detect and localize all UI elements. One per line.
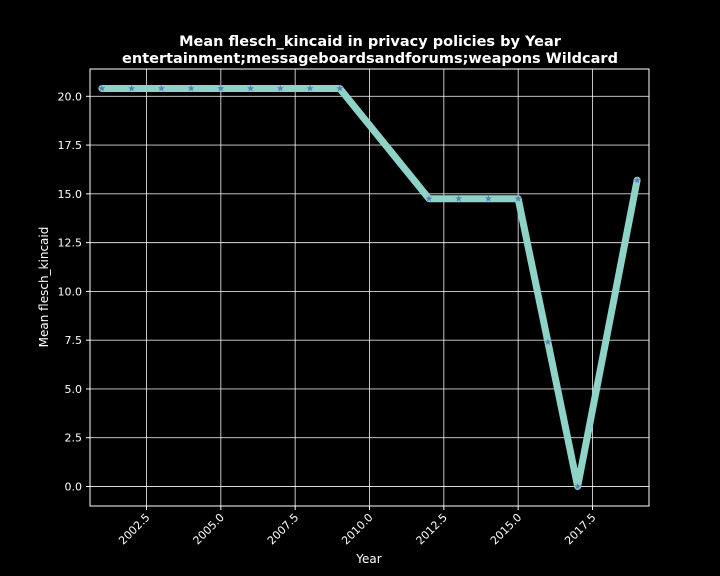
data-point-marker xyxy=(98,84,106,92)
data-point-marker xyxy=(128,84,136,92)
x-tick-label: 2005.0 xyxy=(191,511,227,547)
data-point-marker xyxy=(306,84,314,92)
x-tick-label: 2010.0 xyxy=(339,511,375,547)
data-point-marker xyxy=(217,84,225,92)
grid-lines xyxy=(90,69,649,506)
data-point-marker xyxy=(633,176,641,184)
series-line xyxy=(98,85,641,490)
data-point-marker xyxy=(514,195,522,202)
y-axis-label: Mean flesch_kincaid xyxy=(37,227,51,348)
y-tick-label: 2.5 xyxy=(65,432,83,445)
y-tick-label: 17.5 xyxy=(58,139,83,152)
data-series xyxy=(98,84,641,490)
y-tick-label: 12.5 xyxy=(58,237,83,250)
data-point-marker xyxy=(276,84,284,92)
chart-subtitle: entertainment;messageboardsandforums;wea… xyxy=(122,51,618,67)
data-point-marker xyxy=(336,84,344,92)
y-tick-label: 10.0 xyxy=(58,285,83,298)
y-tick-label: 5.0 xyxy=(65,383,83,396)
x-axis-ticks: 2002.5 2005.0 2007.5 2010.0 2012.5 2015.0 2017… xyxy=(116,506,599,547)
y-tick-label: 0.0 xyxy=(65,480,83,493)
data-point-marker xyxy=(157,84,165,92)
y-axis-ticks: 0.0 2.5 5.0 7.5 10.0 12.5 15.0 17.5 20.0 xyxy=(58,90,90,493)
x-tick-label: 2015.0 xyxy=(488,511,524,547)
data-point-marker xyxy=(455,195,463,202)
data-point-marker xyxy=(425,195,433,202)
y-tick-label: 7.5 xyxy=(65,334,83,347)
x-tick-label: 2012.5 xyxy=(414,511,450,547)
x-axis-label: Year xyxy=(355,552,381,566)
x-tick-label: 2007.5 xyxy=(265,511,301,547)
y-tick-label: 20.0 xyxy=(58,90,83,103)
data-point-marker xyxy=(187,84,195,92)
x-tick-label: 2002.5 xyxy=(116,511,152,547)
chart-title: Mean flesch_kincaid in privacy policies … xyxy=(179,34,562,50)
data-point-marker xyxy=(485,195,492,202)
x-tick-label: 2017.5 xyxy=(562,511,598,547)
y-tick-label: 15.0 xyxy=(58,188,83,201)
data-point-marker xyxy=(544,338,552,346)
data-point-marker xyxy=(247,84,254,92)
data-point-marker xyxy=(574,482,582,490)
